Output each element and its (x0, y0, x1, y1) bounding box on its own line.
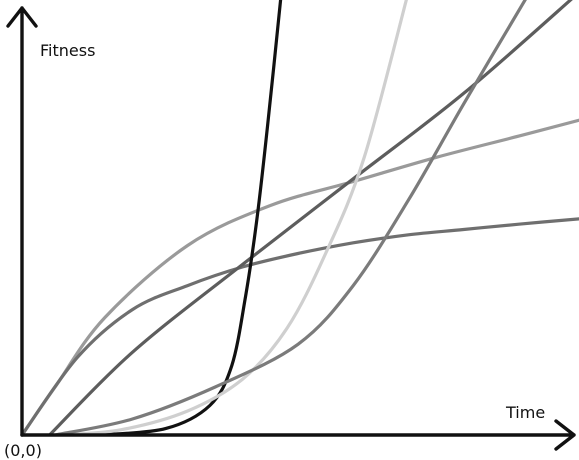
x-axis (20, 419, 576, 451)
x-axis-label: Time (505, 403, 545, 422)
origin-label: (0,0) (4, 441, 42, 460)
series-line-1 (20, 118, 579, 435)
series-line-2 (20, 217, 579, 435)
y-axis (6, 6, 38, 437)
series-line-6 (53, 0, 527, 435)
series-line-3 (48, 0, 573, 435)
series-curves (20, 0, 579, 435)
series-line-5 (59, 0, 408, 435)
y-axis-label: Fitness (40, 41, 95, 60)
series-line-4 (97, 0, 283, 435)
